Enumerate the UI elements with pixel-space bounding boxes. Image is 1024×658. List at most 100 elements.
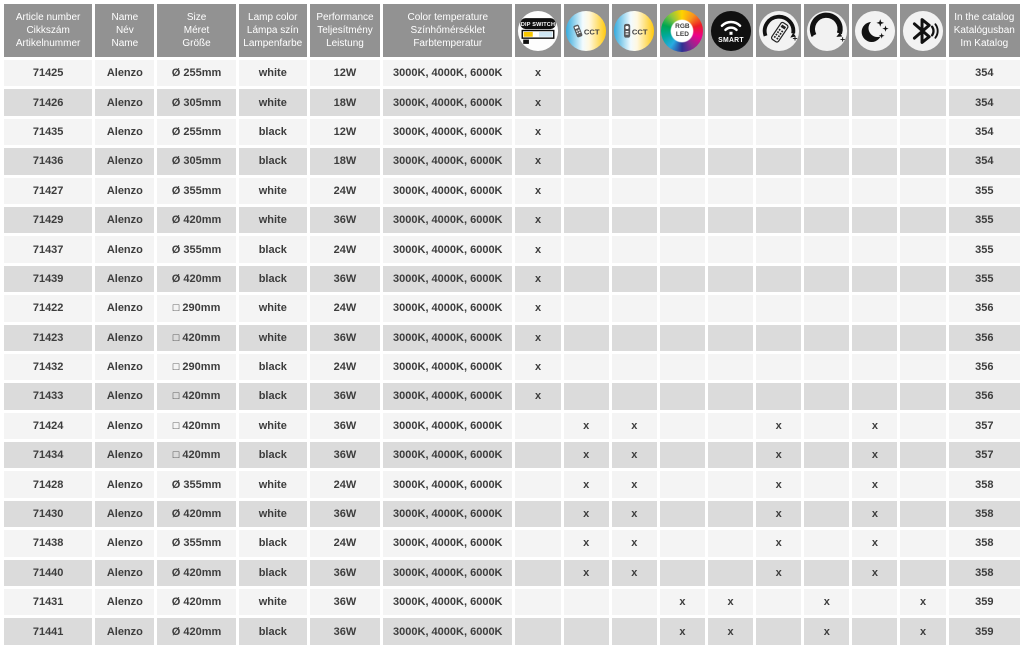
feature-cell-empty [563,177,609,204]
column-header-lamp-color: Lamp color Lámpa szín Lampenfarbe [238,4,307,57]
catalog-page-cell: 356 [948,353,1020,381]
feature-cell-empty [659,148,705,175]
feature-mark: x [775,478,782,491]
feature-mark: x [534,155,542,168]
feature-cell-empty [900,60,946,87]
article-number-cell: 71433 [4,383,93,410]
catalog-page-cell: 355 [948,236,1020,263]
article-number-cell-text: 71427 [32,184,64,197]
lamp-color-cell-text: black [258,272,287,285]
performance-cell: 36W [309,589,381,616]
feature-cell-empty [515,442,561,469]
feature-cell-empty [707,236,754,263]
feature-cell-empty [659,265,705,293]
catalog-page-cell: 358 [948,530,1020,557]
feature-mark: x [919,625,927,638]
feature-column-header: CCT [563,4,609,57]
article-number-cell-text: 71431 [32,596,64,609]
catalog-page-cell: 355 [948,265,1020,293]
lamp-color-cell: white [238,60,307,87]
feature-cell-empty [659,471,705,498]
feature-cell-empty [900,500,946,528]
lamp-color-cell-text: black [258,566,287,579]
feature-mark-cell: x [563,471,609,498]
color-temperature-cell: 3000K, 4000K, 6000K [383,353,513,381]
table-header: Article number Cikkszám Artikelnummer Name N… [4,4,1020,57]
article-number-cell: 71439 [4,265,93,293]
article-number-cell-text: 71432 [32,361,64,374]
feature-cell-empty [804,295,850,322]
feature-mark-cell: x [515,383,561,410]
feature-mark: x [583,419,590,432]
performance-cell: 18W [309,89,381,116]
feature-column-header: - + [756,4,802,57]
feature-cell-empty [852,383,898,410]
feature-mark-cell: x [515,295,561,322]
name-cell-text: Alenzo [106,184,143,197]
feature-cell-empty [659,89,705,116]
performance-cell: 24W [309,236,381,263]
article-number-cell-text: 71430 [32,508,64,521]
feature-cell-empty [563,118,609,146]
feature-mark-cell: x [515,236,561,263]
feature-mark-cell: x [804,589,850,616]
lamp-color-cell: black [238,265,307,293]
size-cell: Ø 305mm [157,148,236,175]
article-number-cell: 71432 [4,353,93,381]
feature-cell-empty [707,265,754,293]
table-row: 71423 Alenzo □ 420mm white 36W 3000K, 4000K, … [4,324,1020,351]
catalog-page-cell-text: 356 [975,302,994,315]
feature-cell-empty [900,118,946,146]
name-cell: Alenzo [95,60,155,87]
article-number-cell: 71435 [4,118,93,146]
svg-text:CCT: CCT [632,27,648,36]
size-cell: □ 420mm [157,383,236,410]
feature-mark-cell: x [563,500,609,528]
feature-cell-empty [707,89,754,116]
feature-cell-empty [804,471,850,498]
name-cell-text: Alenzo [106,449,143,462]
catalog-page-cell-text: 356 [975,331,994,344]
size-cell: Ø 255mm [157,60,236,87]
feature-mark-cell: x [611,471,657,498]
feature-mark: x [534,96,542,109]
feature-cell-empty [756,89,802,116]
size-cell: Ø 420mm [157,500,236,528]
feature-cell-empty [852,89,898,116]
feature-cell-empty [852,60,898,87]
performance-cell: 36W [309,500,381,528]
feature-cell-empty [852,177,898,204]
feature-mark-cell: x [900,618,946,645]
feature-mark: x [679,625,686,638]
header-label: In the catalog [954,11,1015,23]
feature-mark-cell: x [611,412,657,440]
name-cell: Alenzo [95,530,155,557]
feature-cell-empty [804,530,850,557]
lamp-color-cell-text: black [258,449,287,462]
feature-mark-cell: x [852,471,898,498]
feature-cell-empty [515,618,561,645]
rgb-led-icon: RGB LED [661,9,704,52]
name-cell-text: Alenzo [106,331,143,344]
catalog-page-cell: 354 [948,148,1020,175]
header-label: Performance [316,11,374,23]
lamp-color-cell: black [238,383,307,410]
feature-cell-empty [611,60,657,87]
name-cell: Alenzo [95,89,155,116]
feature-cell-empty [707,353,754,381]
feature-mark: x [679,596,686,609]
article-number-cell: 71424 [4,412,93,440]
performance-cell: 24W [309,177,381,204]
catalog-page-cell-text: 358 [975,508,994,521]
feature-cell-empty [900,206,946,234]
name-cell-text: Alenzo [106,596,143,609]
feature-cell-empty [707,148,754,175]
color-temperature-cell: 3000K, 4000K, 6000K [383,118,513,146]
article-number-cell-text: 71425 [32,67,64,80]
feature-cell-empty [756,618,802,645]
feature-cell-empty [611,89,657,116]
feature-cell-empty [852,324,898,351]
performance-cell-text: 36W [333,331,357,344]
feature-cell-empty [659,530,705,557]
lamp-color-cell: white [238,324,307,351]
